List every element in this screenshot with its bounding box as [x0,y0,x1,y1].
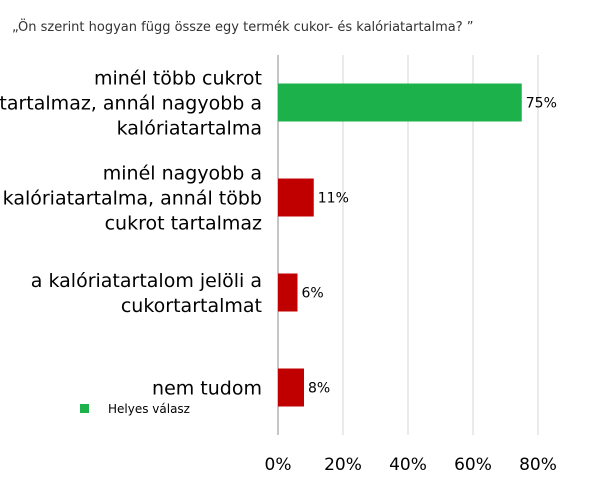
value-labels: 75% 11% 6% 8% [302,96,557,397]
category-label: a kalóriatartalom jelöli a cukortartalmat [31,270,262,317]
x-tick-label: 0% [265,455,292,475]
bar [278,83,522,122]
data-label: 75% [526,96,557,112]
data-label: 11% [318,191,349,207]
x-tick-label: 80% [519,455,557,475]
x-tick-label: 40% [389,455,427,475]
category-label: minél több cukrot tartalmaz, annál nagyob… [0,68,262,140]
category-label-line: kalóriatartalma [117,118,262,140]
bar [278,273,298,312]
x-tick-label: 60% [454,455,492,475]
data-label: 6% [302,286,324,302]
x-tick-label: 20% [324,455,362,475]
category-label-line: a kalóriatartalom jelöli a [31,270,262,292]
category-labels: minél több cukrot tartalmaz, annál nagyob… [0,68,262,400]
legend: Helyes válasz [80,402,190,416]
category-label-line: nem tudom [152,378,262,400]
category-label-line: cukrot tartalmaz [105,213,262,235]
legend-swatch [80,404,89,413]
bars [278,83,522,407]
category-label-line: kalóriatartalma, annál több [3,188,262,210]
category-label-line: cukortartalmat [121,295,262,317]
legend-label: Helyes válasz [108,402,190,416]
category-label: nem tudom [152,378,262,400]
bar [278,178,314,217]
bar [278,368,304,407]
x-tick-labels: 0% 20% 40% 60% 80% [265,455,557,475]
category-label-line: minél nagyobb a [103,163,262,185]
category-label: minél nagyobb a kalóriatartalma, annál tö… [3,163,262,235]
data-label: 8% [308,381,330,397]
chart-title: „Ön szerint hogyan függ össze egy termék… [12,18,474,35]
category-label-line: tartalmaz, annál nagyobb a [0,93,262,115]
category-label-line: minél több cukrot [94,68,262,90]
